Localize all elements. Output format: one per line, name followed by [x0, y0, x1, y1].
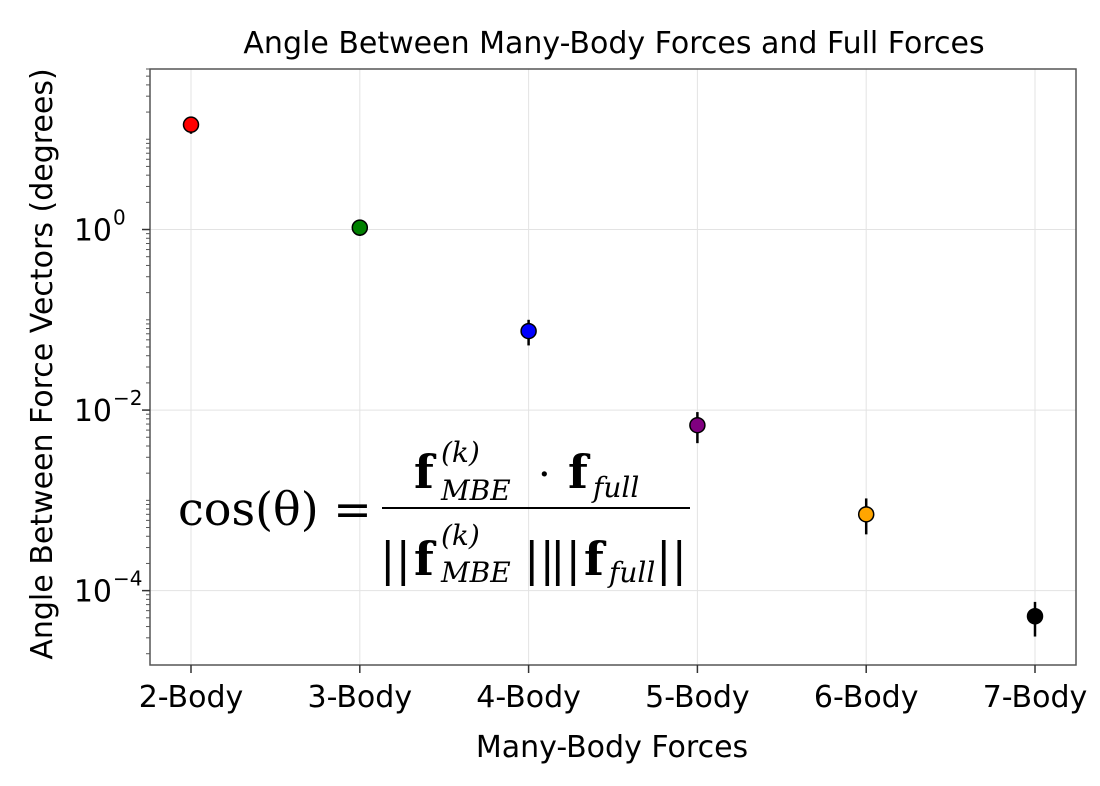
formula-lhs: cos(θ) =: [178, 482, 372, 536]
x-ticks: 2-Body 3-Body 4-Body 5-Body 6-Body 7-Body: [139, 665, 1088, 715]
y-axis-label: Angle Between Force Vectors (degrees): [25, 68, 60, 659]
data-point: [1026, 608, 1044, 625]
formula-num-sub2: full: [591, 471, 639, 504]
x-tick-label: 3-Body: [308, 680, 413, 715]
x-tick-label: 7-Body: [983, 680, 1088, 715]
chart-title: Angle Between Many-Body Forces and Full …: [243, 26, 984, 61]
formula-num-sup: (k): [441, 436, 480, 469]
data-point: [689, 416, 706, 434]
angle-formula: cos(θ) = f (k) MBE · f full || f (k) MBE…: [178, 436, 690, 589]
formula-num-f1: f: [414, 445, 437, 499]
formula-den-sup: (k): [441, 519, 480, 552]
data-point: [857, 506, 875, 523]
y-tick-label: 10: [74, 394, 112, 429]
plot-frame: [149, 68, 1077, 666]
formula-den-sub1: MBE: [440, 556, 511, 589]
data-point: [520, 322, 537, 340]
formula-den-bars4: ||: [656, 532, 687, 586]
formula-den-bars3: ||: [550, 532, 581, 586]
y-tick-exponent: 0: [113, 206, 126, 230]
y-tick-label: 10: [74, 575, 112, 610]
x-tick-label: 4-Body: [476, 680, 581, 715]
formula-num-sub1: MBE: [440, 474, 511, 507]
formula-den-sub2: full: [607, 556, 655, 589]
data-point: [182, 116, 200, 133]
data-points: [182, 116, 1044, 625]
x-tick-label: 2-Body: [139, 680, 244, 715]
x-axis-label: Many-Body Forces: [476, 730, 748, 765]
formula-den-f2: f: [584, 532, 607, 586]
x-tick-label: 5-Body: [645, 680, 750, 715]
formula-den-f1: f: [414, 532, 437, 586]
y-tick-exponent: −4: [113, 567, 142, 591]
formula-den-bars2: ||: [524, 532, 555, 586]
formula-dot: ·: [538, 452, 551, 498]
formula-den-bars1: ||: [380, 532, 411, 586]
x-tick-label: 6-Body: [814, 680, 919, 715]
y-tick-exponent: −2: [113, 386, 142, 410]
data-point: [351, 219, 369, 236]
formula-num-f2: f: [568, 445, 591, 499]
y-tick-label: 10: [74, 214, 112, 249]
grid-lines: [150, 69, 1076, 665]
